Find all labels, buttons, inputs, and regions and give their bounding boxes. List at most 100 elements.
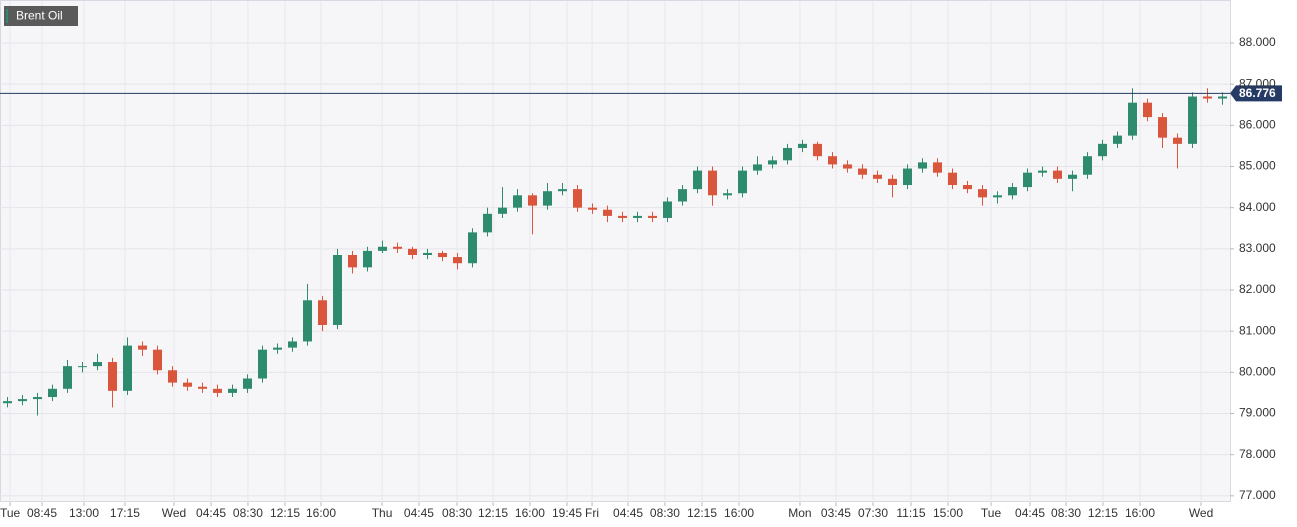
candle-body: [918, 162, 927, 169]
candle-body: [48, 388, 57, 398]
candle-body: [303, 300, 312, 342]
x-tick-label: Wed: [162, 506, 186, 520]
legend-label: Brent Oil: [16, 9, 63, 23]
plot-area: [0, 0, 1231, 502]
x-tick-label: 15:00: [933, 506, 963, 520]
candle-body: [1098, 143, 1107, 157]
candle-body: [93, 362, 102, 367]
candles: [3, 88, 1227, 416]
x-tick-label: 17:15: [110, 506, 140, 520]
legend-box: [4, 6, 78, 26]
y-tick-label: 86.000: [1239, 117, 1276, 131]
last-price-tag: [1230, 85, 1282, 102]
candle-body: [1053, 170, 1062, 179]
candle-body: [483, 213, 492, 233]
candle-body: [228, 388, 237, 393]
candle-body: [288, 341, 297, 348]
y-tick-label: 85.000: [1239, 159, 1276, 173]
candle-body: [33, 397, 42, 400]
candle-body: [678, 189, 687, 202]
x-tick-label: 19:45: [552, 506, 582, 520]
candle-body: [168, 370, 177, 383]
candle-body: [798, 143, 807, 148]
candle-body: [498, 207, 507, 214]
candle-body: [828, 156, 837, 165]
candle-body: [198, 386, 207, 389]
grid: [0, 1, 1234, 506]
candle-body: [363, 250, 372, 268]
candle-body: [1143, 102, 1152, 118]
x-tick-label: Mon: [788, 506, 811, 520]
candle-body: [618, 215, 627, 218]
x-tick-label: 12:15: [478, 506, 508, 520]
candle-body: [1173, 137, 1182, 144]
candle-body: [78, 366, 87, 368]
x-tick-label: 12:15: [270, 506, 300, 520]
candle-body: [993, 195, 1002, 198]
candle-body: [648, 215, 657, 218]
candle-body: [738, 170, 747, 194]
x-tick-label: 04:45: [404, 506, 434, 520]
x-tick-label: 16:00: [306, 506, 336, 520]
x-tick-label: 08:30: [233, 506, 263, 520]
candle-body: [138, 345, 147, 350]
candle-body: [1083, 156, 1092, 175]
x-tick-label: 12:15: [1088, 506, 1118, 520]
candle-body: [588, 207, 597, 210]
candle-body: [783, 147, 792, 161]
candle-body: [273, 347, 282, 350]
x-tick-label: 03:45: [821, 506, 851, 520]
candle-body: [438, 252, 447, 258]
x-tick-label: 12:15: [687, 506, 717, 520]
candle-body: [1203, 96, 1212, 99]
candle-body: [1068, 174, 1077, 179]
candle-body: [348, 254, 357, 268]
candle-body: [378, 246, 387, 251]
candle-body: [1113, 135, 1122, 144]
x-tick-label: 08:30: [650, 506, 680, 520]
candle-body: [723, 193, 732, 196]
candle-body: [1128, 102, 1137, 136]
candle-body: [1008, 187, 1017, 196]
x-tick-label: 08:30: [442, 506, 472, 520]
x-tick-label: 16:00: [515, 506, 545, 520]
x-tick-label: 16:00: [1125, 506, 1155, 520]
candle-body: [558, 189, 567, 192]
candle-body: [408, 248, 417, 255]
candle-body: [813, 143, 822, 157]
x-tick-label: Thu: [372, 506, 393, 520]
candle-body: [948, 172, 957, 186]
candle-body: [873, 174, 882, 179]
candle-body: [213, 388, 222, 393]
candle-body: [978, 189, 987, 198]
candle-body: [108, 362, 117, 391]
candle-body: [3, 401, 12, 404]
candle-body: [663, 201, 672, 218]
candle-body: [1023, 172, 1032, 188]
candle-body: [633, 215, 642, 218]
y-tick-label: 87.000: [1239, 76, 1276, 90]
candle-body: [753, 164, 762, 171]
candle-body: [1218, 96, 1227, 99]
candle-body: [453, 257, 462, 264]
x-tick-label: Wed: [1189, 506, 1213, 520]
candle-body: [468, 232, 477, 264]
y-tick-label: 78.000: [1239, 447, 1276, 461]
x-tick-label: 04:45: [196, 506, 226, 520]
candle-body: [528, 195, 537, 206]
candle-body: [843, 164, 852, 169]
candle-body: [693, 170, 702, 190]
last-price-label: 86.776: [1239, 86, 1276, 100]
y-tick-label: 83.000: [1239, 241, 1276, 255]
candle-body: [318, 300, 327, 325]
y-tick-label: 80.000: [1239, 364, 1276, 378]
y-tick-label: 77.000: [1239, 488, 1276, 502]
candle-body: [963, 185, 972, 190]
candle-body: [153, 349, 162, 371]
y-tick-label: 88.000: [1239, 35, 1276, 49]
candle-body: [603, 209, 612, 216]
candle-body: [903, 168, 912, 186]
candle-body: [333, 254, 342, 325]
candle-body: [18, 399, 27, 402]
